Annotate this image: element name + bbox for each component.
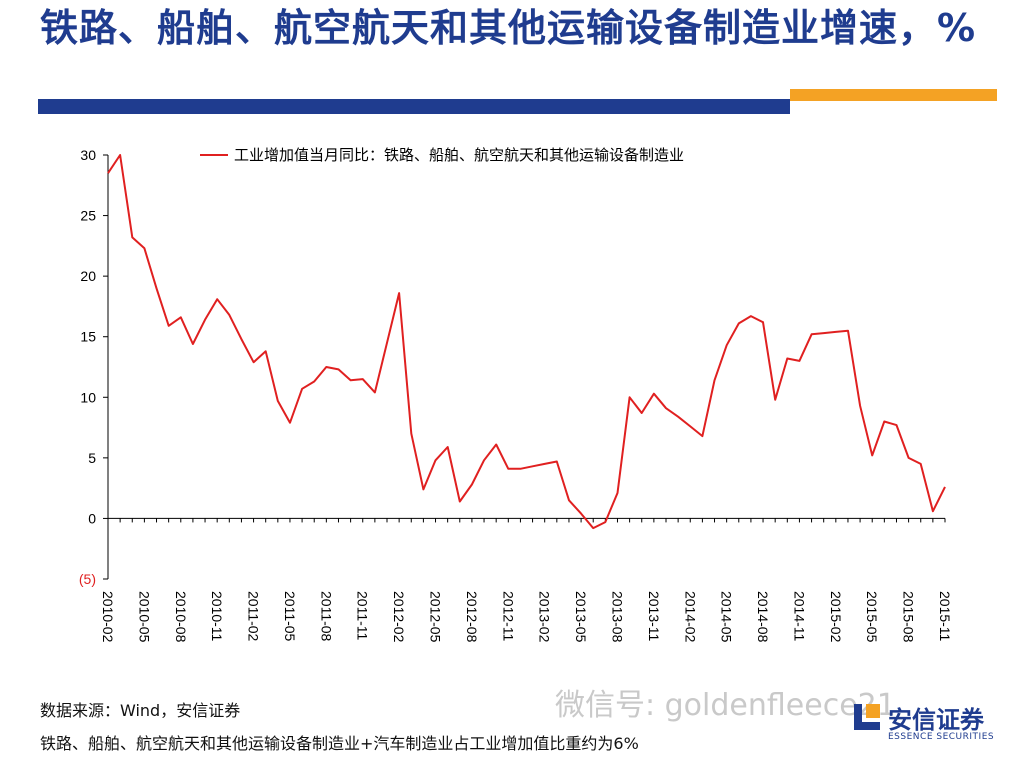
y-tick-label: 0 [88, 510, 96, 526]
x-tick-label: 2011-08 [318, 591, 334, 642]
wechat-watermark: 微信号: goldenfleece21 [555, 688, 896, 723]
x-tick-label: 2013-02 [537, 591, 553, 643]
legend-label: 工业增加值当月同比：铁路、船舶、航空航天和其他运输设备制造业 [234, 146, 684, 164]
x-tick-label: 2015-08 [901, 591, 917, 643]
x-tick-label: 2012-08 [464, 591, 480, 643]
x-tick-label: 2013-11 [646, 591, 662, 642]
x-tick-label: 2010-05 [136, 591, 152, 643]
x-tick-label: 2012-02 [391, 591, 407, 643]
x-tick-label: 2014-11 [791, 591, 807, 642]
y-tick-label: 25 [80, 208, 96, 224]
logo-name: 安信证券 [888, 706, 984, 734]
x-tick-label: 2010-02 [100, 591, 116, 643]
y-tick-label: 10 [80, 389, 96, 405]
y-tick-label: 5 [88, 450, 96, 466]
x-tick-label: 2012-05 [428, 591, 444, 643]
x-tick-label: 2011-05 [282, 591, 298, 642]
x-tick-label: 2014-05 [719, 591, 735, 643]
page-title: 铁路、船舶、航空航天和其他运输设备制造业增速，% [40, 6, 977, 50]
y-tick-label: 20 [80, 268, 96, 284]
x-tick-label: 2011-11 [355, 591, 371, 641]
x-tick-label: 2015-02 [828, 591, 844, 643]
y-tick-label: (5) [79, 571, 96, 587]
y-tick-label: 30 [80, 147, 96, 163]
x-tick-label: 2013-05 [573, 591, 589, 643]
line-chart: 30 25 20 15 10 5 0 (5)2010-02 2010-05 2010-08 2010… [79, 146, 953, 643]
series-line [107, 154, 946, 530]
x-tick-label: 2014-02 [682, 591, 698, 643]
x-tick-label: 2010-11 [209, 591, 225, 642]
x-tick-label: 2012-11 [500, 591, 516, 642]
x-tick-label: 2011-02 [246, 591, 262, 642]
footnote: 铁路、船舶、航空航天和其他运输设备制造业+汽车制造业占工业增加值比重约为6% [40, 734, 639, 753]
logo-mark-icon [854, 704, 880, 730]
y-tick-label: 15 [80, 329, 96, 345]
x-tick-label: 2015-05 [864, 591, 880, 643]
x-tick-label: 2014-08 [755, 591, 771, 643]
title-underline-blue [38, 99, 790, 114]
x-tick-label: 2013-08 [609, 591, 625, 643]
data-source: 数据来源：Wind，安信证券 [40, 701, 241, 720]
logo-english: ESSENCE SECURITIES [888, 732, 995, 742]
company-logo: 安信证券 ESSENCE SECURITIES [852, 700, 1002, 748]
title-underline-orange [790, 89, 997, 101]
x-tick-label: 2010-08 [173, 591, 189, 643]
x-tick-label: 2015-11 [937, 591, 953, 642]
